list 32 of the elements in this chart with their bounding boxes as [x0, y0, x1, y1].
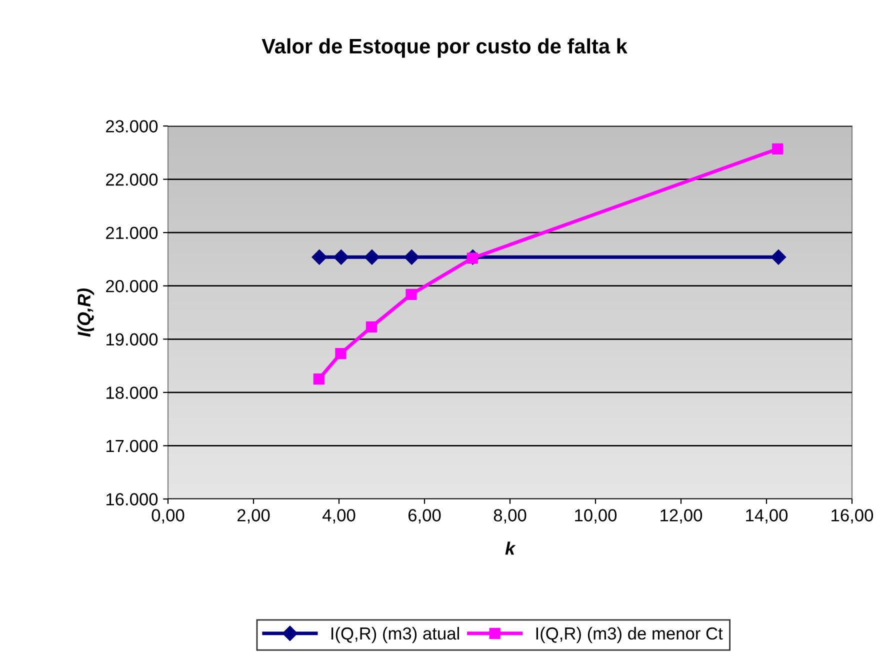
- y-tick-label: 22.000: [106, 173, 158, 186]
- point: [406, 288, 417, 300]
- x-tick-label: 2,00: [237, 509, 270, 524]
- y-tick-label: 19.000: [106, 333, 158, 346]
- y-tick-label: 16.000: [106, 493, 158, 506]
- x-tick-label: 8,00: [494, 509, 526, 524]
- y-axis-title: I(Q,R): [77, 288, 94, 337]
- point: [364, 250, 380, 265]
- legend-label: I(Q,R) (m3) atual: [332, 626, 459, 644]
- point: [312, 250, 327, 265]
- y-tick-label: 21.000: [106, 226, 158, 240]
- legend-label: I(Q,R) (m3) de menor Ct: [536, 626, 723, 644]
- y-tick-label: 20.000: [106, 280, 158, 292]
- x-axis-title: k: [505, 542, 516, 555]
- x-tick-label: 14,00: [746, 509, 788, 524]
- point: [366, 321, 378, 332]
- point: [772, 143, 784, 154]
- x-tick-label: 6,00: [408, 509, 441, 524]
- point: [404, 250, 420, 265]
- point: [335, 348, 346, 360]
- point: [770, 250, 786, 265]
- chart-title: Valor de Estoque por custo de falta k: [262, 38, 628, 58]
- x-tick-label: 12,00: [660, 509, 702, 524]
- y-tick-label: 17.000: [106, 440, 158, 452]
- point: [334, 250, 349, 265]
- y-tick-label: 23.000: [106, 120, 158, 132]
- x-tick-label: 4,00: [322, 509, 356, 524]
- x-tick-label: 10,00: [575, 509, 617, 524]
- x-tick-label: 0,00: [152, 509, 184, 524]
- x-tick-label: 16,00: [832, 509, 874, 524]
- point: [313, 374, 324, 385]
- y-tick-label: 18.000: [106, 386, 158, 399]
